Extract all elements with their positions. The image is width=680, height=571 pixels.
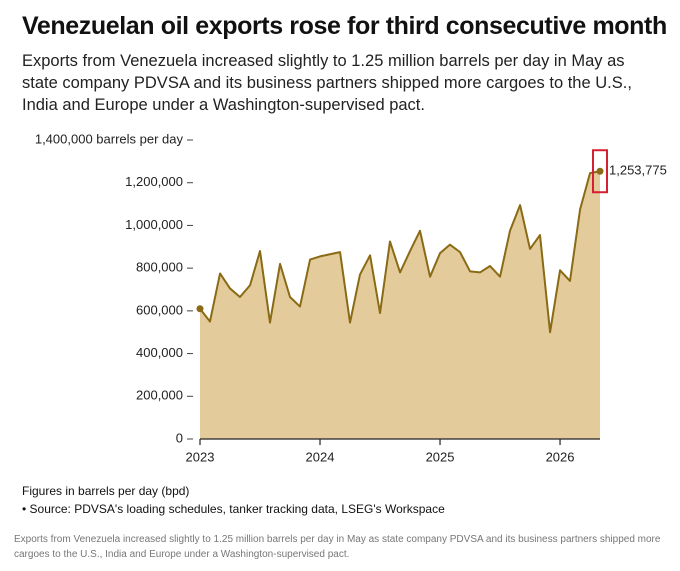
y-tick-label: 0 <box>176 430 183 445</box>
x-tick-label: 2023 <box>186 449 215 464</box>
x-tick-label: 2026 <box>546 449 575 464</box>
point <box>596 167 604 175</box>
source-note: • Source: PDVSA's loading schedules, tan… <box>22 502 445 516</box>
x-tick-label: 2024 <box>306 449 335 464</box>
y-tick-label: 1,000,000 <box>125 217 183 232</box>
chart-title: Venezuelan oil exports rose for third co… <box>22 12 667 40</box>
caption: Exports from Venezuela increased slightl… <box>14 534 661 560</box>
y-tick-label: 600,000 <box>136 302 183 317</box>
highlight-box <box>592 149 608 194</box>
line <box>199 170 601 334</box>
note: Figures in barrels per day (bpd) <box>22 484 190 498</box>
point <box>196 305 204 313</box>
x-tick-label: 2025 <box>426 449 455 464</box>
area <box>200 171 600 440</box>
y-tick-label: 400,000 <box>136 345 183 360</box>
value-label: 1,253,775 <box>609 163 667 178</box>
y-tick-label: 200,000 <box>136 388 183 403</box>
y-tick-label: 800,000 <box>136 260 183 275</box>
y-tick-label: 1,400,000 barrels per day <box>35 131 184 146</box>
chart-subtitle: Exports from Venezuela increased slightl… <box>22 52 632 114</box>
y-tick-label: 1,200,000 <box>125 174 183 189</box>
